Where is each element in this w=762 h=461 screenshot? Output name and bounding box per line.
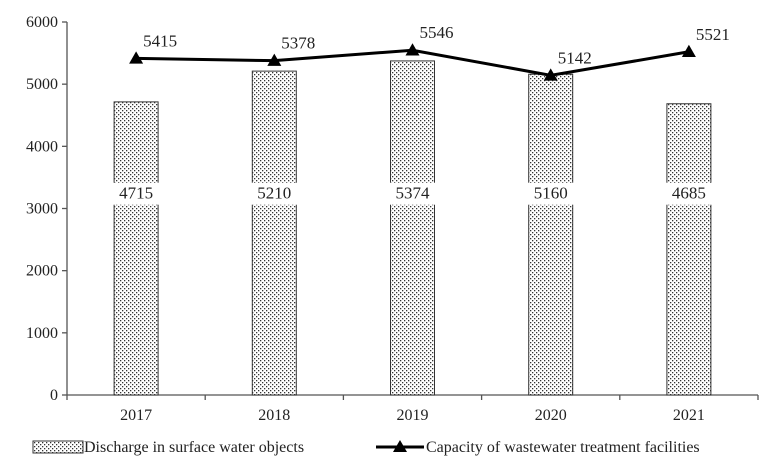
line-data-label: 5142 bbox=[558, 48, 592, 67]
bar bbox=[666, 103, 712, 396]
bar-label-background bbox=[389, 182, 436, 205]
x-tick-label: 2019 bbox=[397, 407, 429, 424]
triangle-marker bbox=[129, 51, 144, 64]
axes: 0 1000 2000 3000 4000 5000 6000 2017 2018 2019 202… bbox=[26, 14, 759, 424]
line-data-labels: 5415 5378 5546 5142 5521 bbox=[143, 23, 730, 67]
legend-triangle-marker bbox=[393, 440, 407, 452]
legend-bar-swatch bbox=[32, 440, 84, 454]
bar-label-background bbox=[665, 182, 712, 205]
x-tick-label: 2017 bbox=[120, 407, 152, 424]
y-tick-label: 3000 bbox=[26, 201, 58, 218]
legend-bar-label: Discharge in surface water objects bbox=[84, 439, 304, 456]
line-series bbox=[129, 43, 696, 81]
bar-label-background bbox=[113, 182, 160, 205]
triangle-marker bbox=[681, 44, 696, 58]
line-data-label: 5415 bbox=[143, 31, 177, 50]
y-tick-label: 2000 bbox=[26, 263, 58, 280]
bar bbox=[528, 73, 574, 396]
triangle-marker bbox=[405, 43, 420, 56]
legend-line-label: Capacity of wastewater treatment facilit… bbox=[426, 439, 700, 456]
line-data-label: 5378 bbox=[281, 34, 315, 53]
bar-data-label: 5160 bbox=[534, 184, 568, 203]
triangle-marker bbox=[267, 53, 282, 66]
bar-label-background bbox=[251, 182, 298, 205]
bar-label-background bbox=[527, 182, 574, 205]
line-data-label: 5546 bbox=[420, 23, 454, 42]
bar-data-label: 4685 bbox=[672, 184, 706, 203]
x-tick-label: 2018 bbox=[258, 407, 290, 424]
bar bbox=[251, 70, 297, 396]
bar bbox=[113, 101, 159, 396]
triangle-marker bbox=[543, 68, 558, 81]
legend: Discharge in surface water objects Capaci… bbox=[32, 439, 700, 456]
y-tick-label: 4000 bbox=[26, 138, 58, 155]
bar-data-labels: 4715 5210 5374 5160 4685 bbox=[113, 182, 712, 205]
y-tick-label: 5000 bbox=[26, 76, 58, 93]
y-tick-label: 0 bbox=[50, 387, 58, 404]
bar-data-label: 5210 bbox=[257, 184, 291, 203]
x-tick-label: 2020 bbox=[535, 407, 567, 424]
line-data-label: 5521 bbox=[696, 25, 730, 44]
bar bbox=[390, 60, 435, 396]
bar-series bbox=[113, 60, 712, 396]
y-tick-label: 6000 bbox=[26, 14, 58, 31]
y-tick-label: 1000 bbox=[26, 325, 58, 342]
x-tick-label: 2021 bbox=[673, 407, 705, 424]
bar-data-label: 5374 bbox=[396, 184, 431, 203]
bar-data-label: 4715 bbox=[119, 184, 153, 203]
